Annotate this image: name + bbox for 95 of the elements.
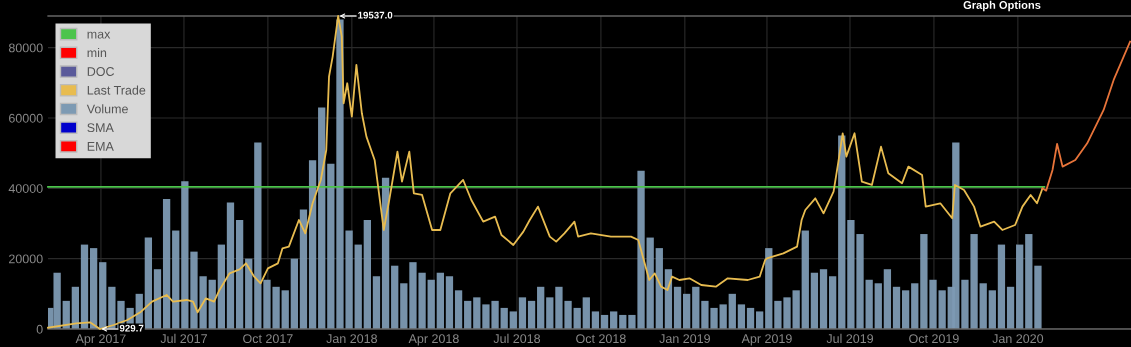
x-tick-label: Jan 2020 (992, 334, 1044, 344)
bar (363, 219, 371, 329)
text: Graph Options (963, 0, 1041, 12)
legend-label: max (87, 31, 111, 39)
bar (217, 244, 225, 329)
bar (683, 293, 691, 329)
bar (765, 248, 773, 329)
bar (819, 269, 828, 329)
bar (1006, 286, 1015, 329)
bar (299, 209, 308, 329)
bar (874, 283, 882, 329)
bar (829, 276, 837, 329)
x-tick-label: Apr 2018 (408, 334, 459, 346)
bar (245, 258, 253, 329)
y-tick-label: 20000 (9, 254, 43, 264)
bar (911, 283, 919, 329)
x-tick-label: Apr 2017 (75, 334, 126, 346)
bar (988, 290, 996, 329)
legend-label: Last Trade (87, 85, 146, 95)
x-tick-label: Oct 2018 (576, 334, 626, 344)
bar (153, 269, 162, 329)
bar (1034, 265, 1042, 329)
bar (756, 311, 764, 329)
legend-label: EMA (87, 142, 114, 151)
bar (979, 283, 987, 329)
bar (172, 230, 180, 329)
bar (454, 290, 463, 329)
bar (728, 293, 736, 329)
bar (610, 311, 618, 329)
x-tick-label: Jan 2019 (659, 334, 710, 344)
bar (801, 230, 809, 329)
y-tick-label: 0 (36, 324, 43, 334)
data-label: 19537.0 (358, 11, 393, 19)
bar (537, 286, 545, 329)
bar (952, 142, 960, 329)
bar (400, 283, 408, 329)
bar (254, 142, 262, 329)
bar (318, 107, 326, 329)
x-tick-label: Oct 2017 (243, 334, 293, 344)
legend-label: DOC (87, 67, 115, 76)
bar (737, 304, 746, 329)
bar (646, 237, 654, 329)
bar (372, 276, 381, 329)
bar (162, 198, 171, 329)
x-tick-label: Oct 2019 (909, 334, 959, 344)
bar (792, 290, 800, 329)
bar (692, 286, 700, 329)
x-tick-label: Apr 2019 (741, 334, 792, 346)
bar (582, 297, 590, 329)
legend-label: min (87, 48, 107, 58)
bar (226, 202, 235, 329)
bar (655, 248, 663, 329)
bar (327, 163, 335, 329)
bar (527, 300, 536, 329)
bar (281, 290, 289, 329)
bar (89, 248, 98, 329)
bar (445, 276, 454, 329)
x-tick-label: Jul 2017 (160, 333, 207, 344)
x-tick-label: Jul 2019 (826, 333, 874, 344)
bar (673, 286, 682, 329)
bar (235, 219, 244, 329)
bar (144, 237, 153, 329)
bar (80, 244, 89, 329)
data-label: 929.7 (119, 324, 144, 332)
bar (810, 272, 819, 329)
bar (308, 160, 317, 329)
bar (591, 311, 600, 329)
x-tick-label: Jan 2018 (326, 334, 377, 344)
y-tick-label: 60000 (9, 113, 43, 123)
bar (997, 244, 1006, 329)
bar (518, 297, 527, 329)
bar (1025, 234, 1033, 329)
legend-label: SMA (87, 123, 114, 133)
bar (901, 290, 910, 329)
bar (746, 307, 755, 329)
bar (719, 304, 727, 329)
bar (427, 279, 435, 329)
bar (509, 311, 517, 329)
bar (473, 297, 481, 329)
bar (464, 300, 472, 329)
bar (546, 297, 554, 329)
bar (290, 258, 298, 329)
y-tick-label: 80000 (8, 43, 43, 53)
bar (883, 269, 892, 329)
y-tick-label: 40000 (8, 184, 43, 193)
bar (892, 286, 901, 329)
bar (500, 307, 508, 329)
bar (99, 262, 107, 329)
x-tick-label: Jul 2018 (493, 333, 541, 344)
bar (354, 244, 362, 329)
bar (1016, 244, 1024, 329)
bar (436, 272, 444, 329)
bar (573, 307, 581, 329)
legend-label: Volume (86, 104, 128, 114)
bar (391, 265, 399, 329)
